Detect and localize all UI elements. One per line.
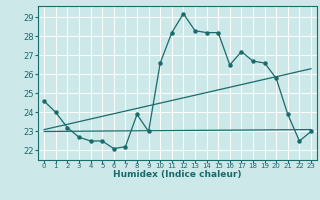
X-axis label: Humidex (Indice chaleur): Humidex (Indice chaleur) <box>113 170 242 179</box>
